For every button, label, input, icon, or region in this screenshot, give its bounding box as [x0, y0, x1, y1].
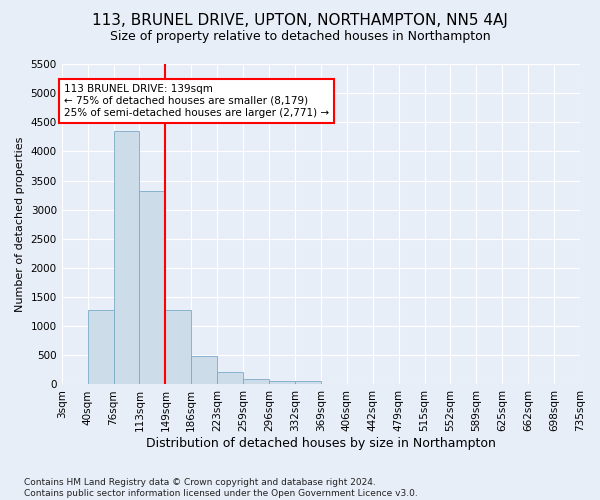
Bar — [295, 382, 321, 384]
Bar — [166, 310, 191, 384]
Text: 113 BRUNEL DRIVE: 139sqm
← 75% of detached houses are smaller (8,179)
25% of sem: 113 BRUNEL DRIVE: 139sqm ← 75% of detach… — [64, 84, 329, 117]
Bar — [139, 191, 166, 384]
Text: Contains HM Land Registry data © Crown copyright and database right 2024.
Contai: Contains HM Land Registry data © Crown c… — [24, 478, 418, 498]
Bar — [269, 381, 295, 384]
Bar — [113, 131, 139, 384]
Bar — [88, 310, 113, 384]
Y-axis label: Number of detached properties: Number of detached properties — [15, 136, 25, 312]
X-axis label: Distribution of detached houses by size in Northampton: Distribution of detached houses by size … — [146, 437, 496, 450]
Bar — [191, 356, 217, 384]
Bar — [243, 379, 269, 384]
Bar — [217, 372, 243, 384]
Text: Size of property relative to detached houses in Northampton: Size of property relative to detached ho… — [110, 30, 490, 43]
Text: 113, BRUNEL DRIVE, UPTON, NORTHAMPTON, NN5 4AJ: 113, BRUNEL DRIVE, UPTON, NORTHAMPTON, N… — [92, 12, 508, 28]
